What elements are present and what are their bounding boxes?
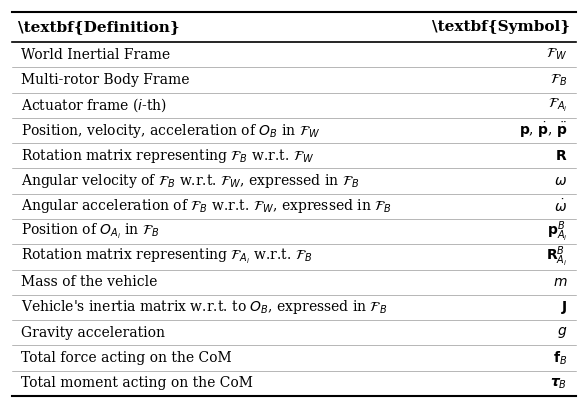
- Text: Mass of the vehicle: Mass of the vehicle: [21, 275, 157, 289]
- Text: $\boldsymbol{\tau}_{B}$: $\boldsymbol{\tau}_{B}$: [550, 376, 567, 390]
- Text: Gravity acceleration: Gravity acceleration: [21, 326, 165, 340]
- Text: Vehicle's inertia matrix w.r.t. to $O_B$, expressed in $\mathcal{F}_{B}$: Vehicle's inertia matrix w.r.t. to $O_B$…: [21, 298, 387, 316]
- Text: $\mathcal{F}_{A_i}$: $\mathcal{F}_{A_i}$: [548, 97, 567, 114]
- Text: $\omega$: $\omega$: [554, 174, 567, 188]
- Text: $\mathbf{p}^{B}_{A_i}$: $\mathbf{p}^{B}_{A_i}$: [547, 220, 567, 244]
- Text: \textbf{Definition}: \textbf{Definition}: [18, 20, 179, 34]
- Text: $\mathcal{F}_{B}$: $\mathcal{F}_{B}$: [550, 72, 567, 88]
- Text: Rotation matrix representing $\mathcal{F}_{B}$ w.r.t. $\mathcal{F}_{W}$: Rotation matrix representing $\mathcal{F…: [21, 147, 314, 165]
- Text: \textbf{Symbol}: \textbf{Symbol}: [432, 20, 570, 34]
- Text: $\mathbf{p}$, $\dot{\mathbf{p}}$, $\ddot{\mathbf{p}}$: $\mathbf{p}$, $\dot{\mathbf{p}}$, $\ddot…: [519, 121, 567, 140]
- Text: Position, velocity, acceleration of $O_B$ in $\mathcal{F}_{W}$: Position, velocity, acceleration of $O_B…: [21, 122, 320, 140]
- Text: $\mathcal{F}_{W}$: $\mathcal{F}_{W}$: [546, 47, 567, 62]
- Text: Rotation matrix representing $\mathcal{F}_{A_i}$ w.r.t. $\mathcal{F}_{B}$: Rotation matrix representing $\mathcal{F…: [21, 247, 312, 266]
- Text: $g$: $g$: [557, 325, 567, 340]
- Text: World Inertial Frame: World Inertial Frame: [21, 48, 170, 62]
- Text: Actuator frame ($i$-th): Actuator frame ($i$-th): [21, 96, 167, 114]
- Text: Angular velocity of $\mathcal{F}_{B}$ w.r.t. $\mathcal{F}_{W}$, expressed in $\m: Angular velocity of $\mathcal{F}_{B}$ w.…: [21, 172, 359, 190]
- Text: Multi-rotor Body Frame: Multi-rotor Body Frame: [21, 73, 189, 87]
- Text: Position of $O_{A_i}$ in $\mathcal{F}_{B}$: Position of $O_{A_i}$ in $\mathcal{F}_{B…: [21, 222, 159, 241]
- Text: $\mathbf{J}$: $\mathbf{J}$: [561, 299, 567, 316]
- Text: $\mathbf{R}^{B}_{A_i}$: $\mathbf{R}^{B}_{A_i}$: [546, 245, 567, 269]
- Text: Total force acting on the CoM: Total force acting on the CoM: [21, 351, 231, 365]
- Text: $\mathbf{R}$: $\mathbf{R}$: [555, 149, 567, 163]
- Text: Total moment acting on the CoM: Total moment acting on the CoM: [21, 376, 252, 390]
- Text: $\mathbf{f}_{B}$: $\mathbf{f}_{B}$: [553, 349, 567, 367]
- Text: Angular acceleration of $\mathcal{F}_{B}$ w.r.t. $\mathcal{F}_{W}$, expressed in: Angular acceleration of $\mathcal{F}_{B}…: [21, 197, 392, 215]
- Text: $\dot{\omega}$: $\dot{\omega}$: [554, 198, 567, 215]
- Text: $m$: $m$: [553, 275, 567, 289]
